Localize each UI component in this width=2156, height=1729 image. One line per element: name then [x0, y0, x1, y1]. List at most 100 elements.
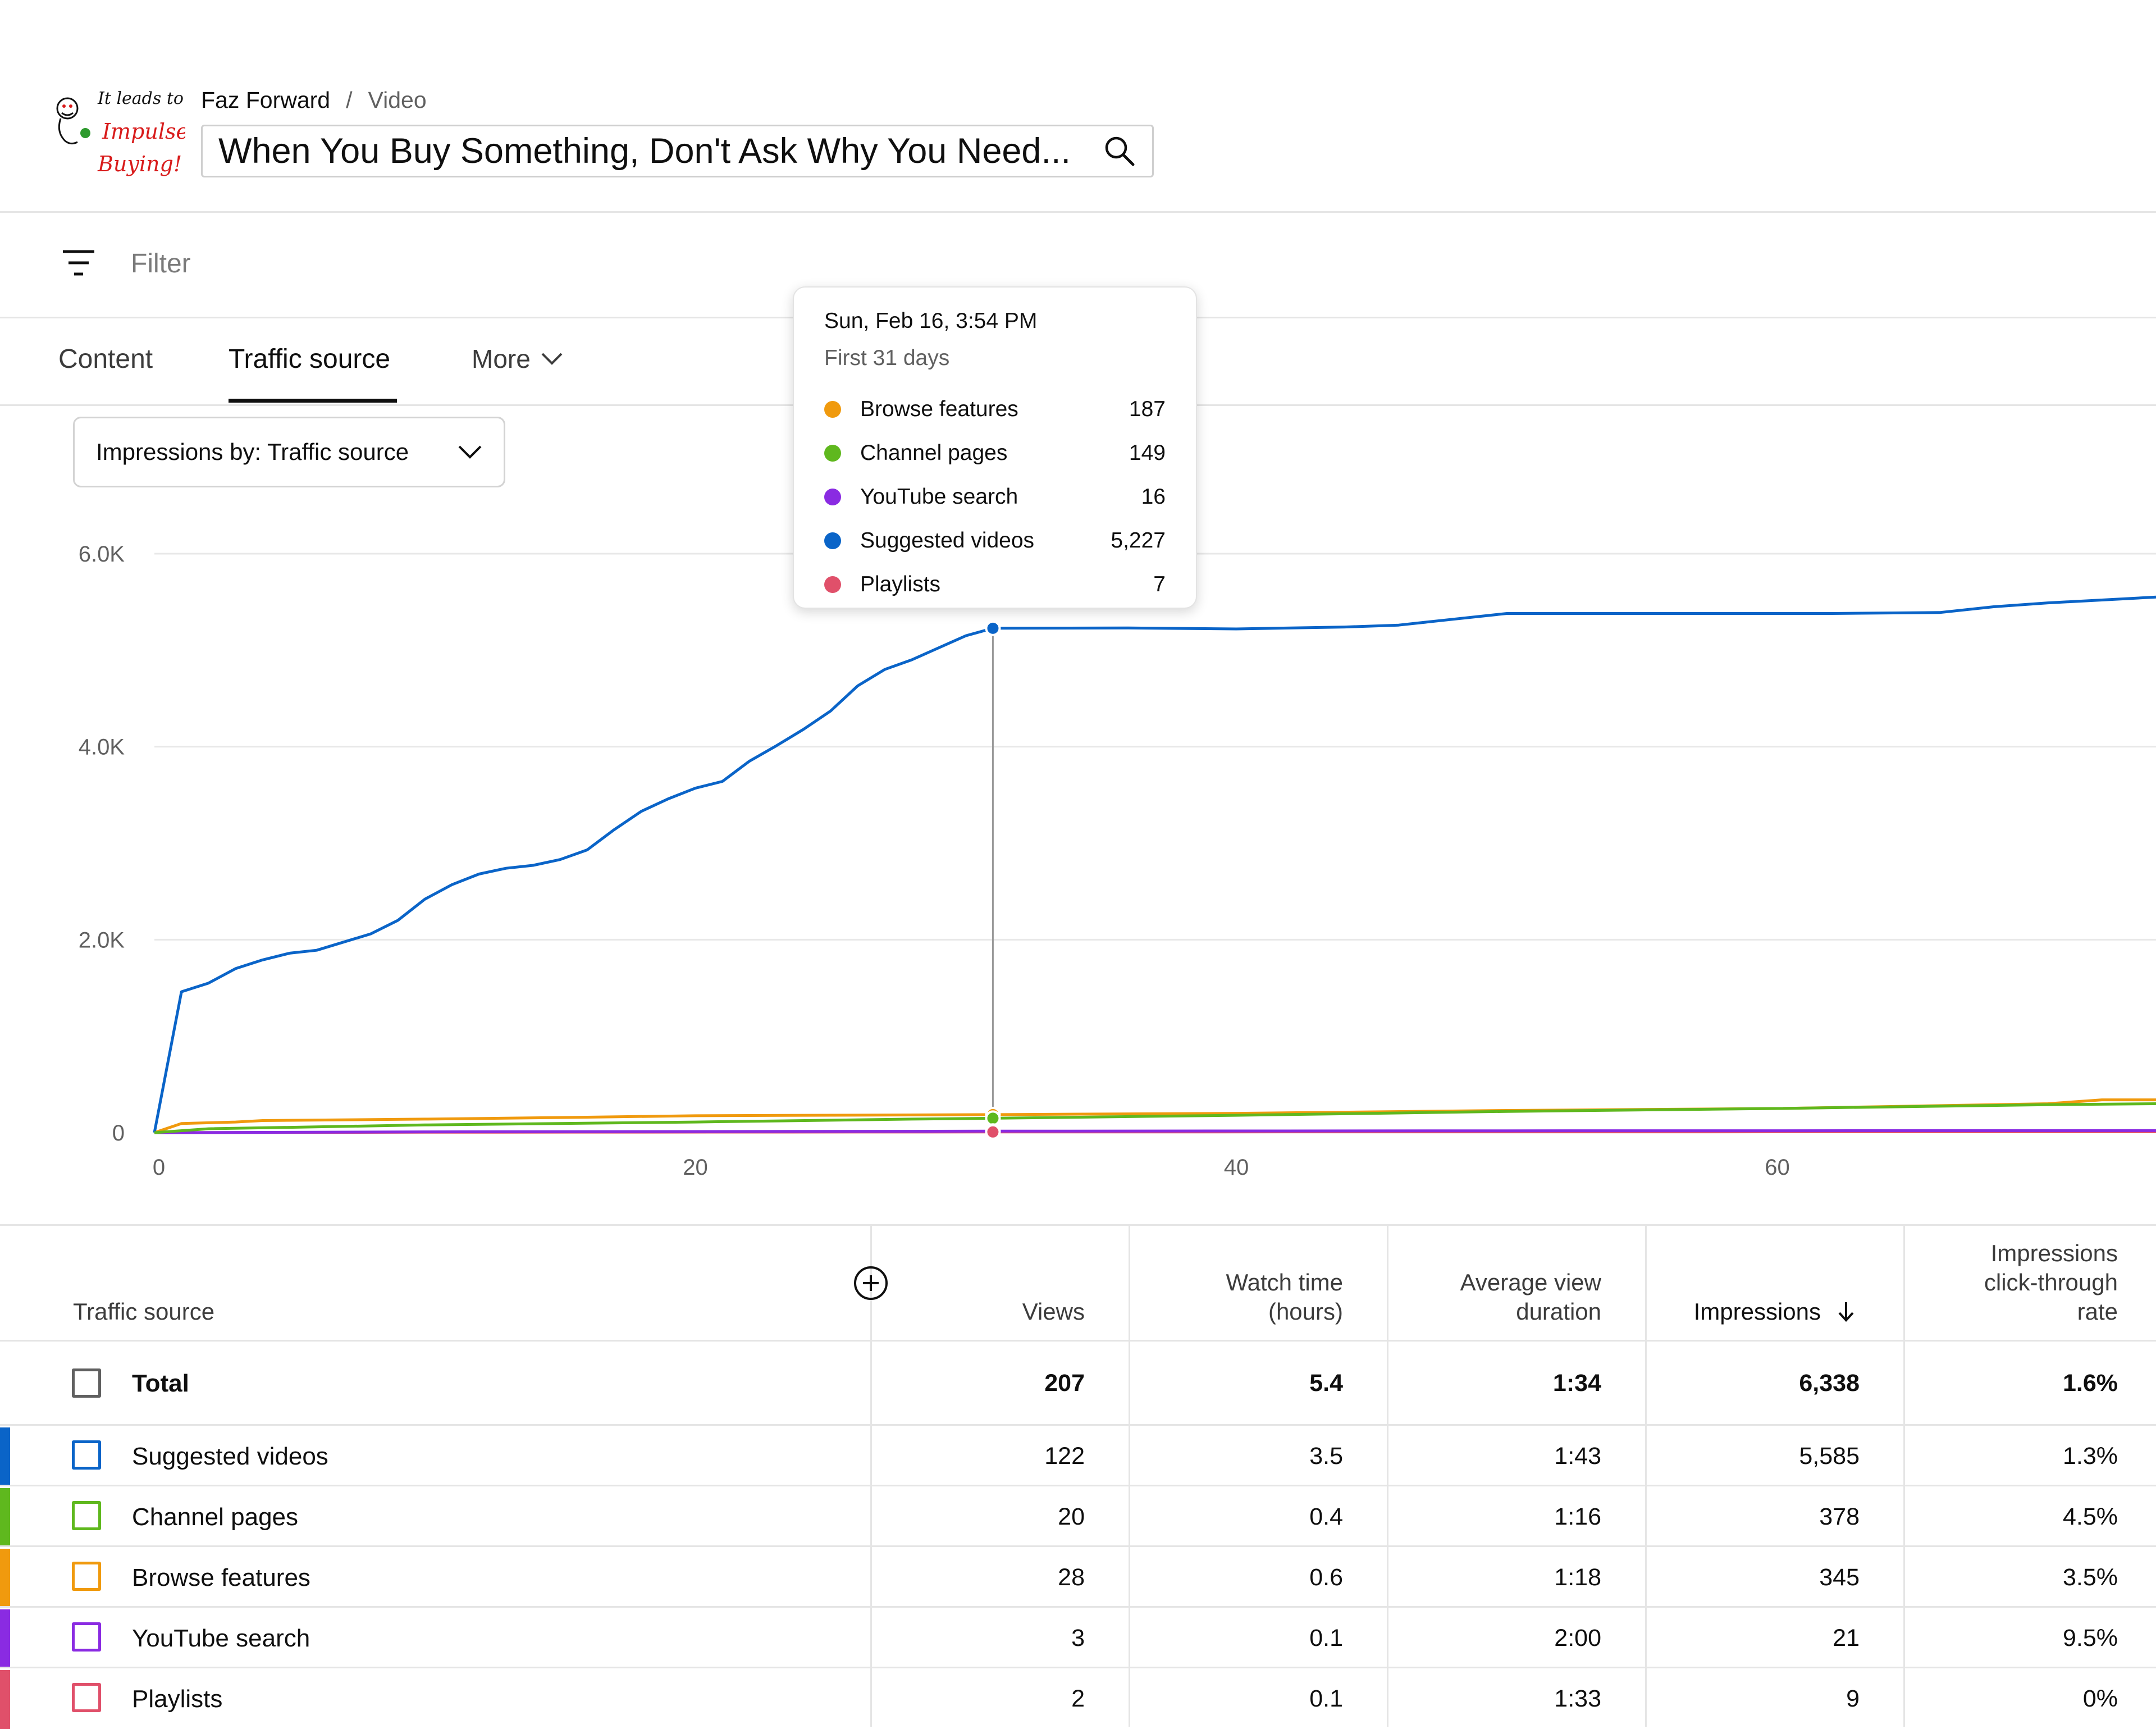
- tooltip-row: Suggested videos 5,227: [824, 519, 1166, 563]
- tab-more[interactable]: More: [472, 344, 563, 374]
- traffic-source-label: Channel pages: [132, 1503, 299, 1531]
- column-divider: [1387, 1224, 1388, 1727]
- chevron-down-icon: [458, 445, 482, 459]
- series-checkbox[interactable]: [72, 1562, 101, 1591]
- avg-view-duration-cell: 1:16: [1554, 1503, 1601, 1530]
- series-color-bar: [0, 1488, 10, 1547]
- watch-time-cell: 0.1: [1309, 1625, 1343, 1652]
- row-divider: [0, 1424, 2156, 1426]
- series-checkbox[interactable]: [72, 1683, 101, 1712]
- tooltip-row: Browse features 187: [824, 387, 1166, 431]
- header-avg-view-duration[interactable]: Average view duration: [1460, 1268, 1601, 1326]
- y-tick-label: 2.0K: [79, 928, 125, 952]
- avg-view-duration-cell: 1:18: [1554, 1564, 1601, 1591]
- active-tab-indicator: [229, 399, 397, 403]
- header-divider: [0, 211, 2156, 213]
- arrow-down-icon: [1838, 1302, 1854, 1322]
- breadcrumb-separator: /: [346, 87, 353, 113]
- legend-dot-icon: [824, 576, 841, 593]
- filter-input[interactable]: Filter: [131, 249, 191, 279]
- header-watch-time-line1: Watch time: [1226, 1269, 1343, 1295]
- tooltip-series-value: 16: [1141, 485, 1166, 509]
- views-cell: 20: [1058, 1503, 1085, 1530]
- ctr-cell: 9.5%: [2062, 1625, 2118, 1652]
- header-impressions[interactable]: Impressions: [1694, 1297, 1856, 1326]
- video-title-selector[interactable]: When You Buy Something, Don't Ask Why Yo…: [201, 125, 1154, 177]
- ctr-cell: 3.5%: [2062, 1564, 2118, 1591]
- watch-time-cell: 3.5: [1309, 1443, 1343, 1470]
- breadcrumb-channel[interactable]: Faz Forward: [201, 87, 331, 113]
- total-watch-time: 5.4: [1309, 1370, 1343, 1397]
- tooltip-series-name: Browse features: [860, 397, 1018, 421]
- header-ctr-line3: rate: [2077, 1298, 2118, 1325]
- tooltip-series-name: Suggested videos: [860, 528, 1035, 553]
- x-tick-label: 20: [683, 1155, 708, 1180]
- avg-view-duration-cell: 1:43: [1554, 1443, 1601, 1470]
- traffic-source-label: Browse features: [132, 1564, 310, 1591]
- header-avg-line2: duration: [1516, 1298, 1601, 1325]
- series-checkbox[interactable]: [72, 1440, 101, 1470]
- avg-view-duration-cell: 1:33: [1554, 1685, 1601, 1712]
- header-watch-time-line2: (hours): [1268, 1298, 1343, 1325]
- add-circle-icon[interactable]: [852, 1265, 889, 1302]
- table-row-total: Total 207 5.4 1:34 6,338 1.6%: [0, 1342, 2156, 1426]
- header-views[interactable]: Views: [1022, 1298, 1085, 1325]
- series-color-bar: [0, 1549, 10, 1608]
- tooltip-series-name: Playlists: [860, 572, 941, 596]
- traffic-source-label: Suggested videos: [132, 1443, 328, 1470]
- total-impressions: 6,338: [1799, 1370, 1860, 1397]
- legend-dot-icon: [824, 489, 841, 505]
- logo-text-line1: It leads to: [97, 89, 184, 108]
- views-cell: 28: [1058, 1564, 1085, 1591]
- breadcrumb: Faz Forward / Video: [201, 87, 427, 113]
- logo-text-line2: Impulse: [102, 119, 185, 144]
- views-cell: 2: [1071, 1685, 1085, 1712]
- x-tick-label: 60: [1765, 1155, 1790, 1180]
- legend-dot-icon: [824, 401, 841, 418]
- metric-dropdown[interactable]: Impressions by: Traffic source: [73, 417, 505, 487]
- traffic-source-label: Playlists: [132, 1685, 223, 1713]
- watch-time-cell: 0.6: [1309, 1564, 1343, 1591]
- table-row: Channel pages 20 0.4 1:16 378 4.5%: [0, 1486, 2156, 1547]
- impressions-line-chart[interactable]: 0 2.0K 4.0K 6.0K 0 20 40 60: [0, 522, 2156, 1185]
- ctr-cell: 4.5%: [2062, 1503, 2118, 1530]
- video-title: When You Buy Something, Don't Ask Why Yo…: [218, 131, 1071, 171]
- series-checkbox[interactable]: [72, 1501, 101, 1530]
- total-ctr: 1.6%: [2062, 1370, 2118, 1397]
- column-divider: [1645, 1224, 1647, 1727]
- header-watch-time[interactable]: Watch time (hours): [1226, 1268, 1343, 1326]
- series-color-bar: [0, 1427, 10, 1486]
- views-cell: 3: [1071, 1625, 1085, 1652]
- logo-text-line3: Buying!: [97, 152, 182, 176]
- avg-view-duration-cell: 2:00: [1554, 1625, 1601, 1652]
- impressions-cell: 378: [1819, 1503, 1860, 1530]
- column-divider: [1129, 1224, 1130, 1727]
- table-top-divider: [0, 1224, 2156, 1226]
- table-row: YouTube search 3 0.1 2:00 21 9.5%: [0, 1608, 2156, 1668]
- header-ctr[interactable]: Impressions click-through rate: [1984, 1239, 2118, 1326]
- legend-dot-icon: [824, 445, 841, 462]
- channel-logo[interactable]: It leads to Impulse Buying!: [51, 87, 189, 185]
- series-checkbox[interactable]: [72, 1622, 101, 1652]
- hover-point-suggested-videos: [985, 620, 1001, 636]
- metric-dropdown-label: Impressions by: Traffic source: [96, 439, 409, 465]
- total-label: Total: [132, 1370, 189, 1397]
- tooltip-series-value: 187: [1129, 397, 1166, 421]
- header-avg-line1: Average view: [1460, 1269, 1601, 1295]
- total-avg-view-duration: 1:34: [1552, 1370, 1601, 1397]
- table-row: Playlists 2 0.1 1:33 9 0%: [0, 1668, 2156, 1729]
- total-checkbox[interactable]: [72, 1368, 101, 1398]
- search-icon[interactable]: [1103, 134, 1136, 168]
- table-row: Browse features 28 0.6 1:18 345 3.5%: [0, 1547, 2156, 1608]
- filter-icon[interactable]: [61, 247, 97, 279]
- hover-point-channel-pages: [985, 1110, 1001, 1126]
- x-tick-label: 0: [153, 1155, 165, 1180]
- tooltip-series-value: 149: [1129, 441, 1166, 465]
- y-tick-label: 0: [112, 1121, 125, 1146]
- tab-content[interactable]: Content: [58, 344, 153, 374]
- impressions-cell: 345: [1819, 1564, 1860, 1591]
- hover-point-playlists: [985, 1124, 1001, 1140]
- table-row: Suggested videos 122 3.5 1:43 5,585 1.3%: [0, 1426, 2156, 1486]
- impressions-cell: 9: [1846, 1685, 1860, 1712]
- tab-traffic-source[interactable]: Traffic source: [229, 344, 391, 374]
